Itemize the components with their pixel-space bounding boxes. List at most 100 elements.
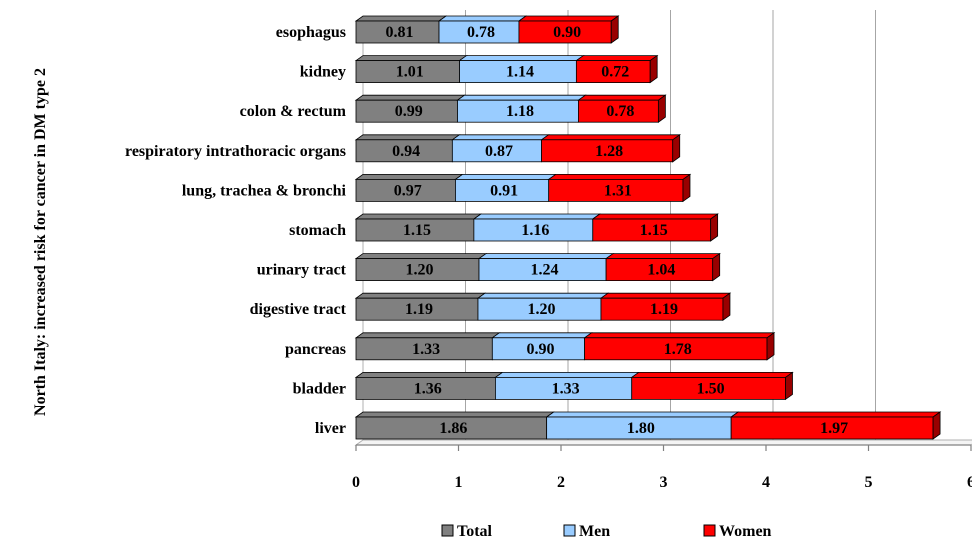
value-label-women-7: 1.19 [650,301,678,318]
bar-end-9 [785,371,793,401]
value-label-women-1: 0.72 [601,64,629,81]
bar-top-women-1 [575,55,659,61]
bar-top-men-3 [451,134,550,141]
value-label-men-5: 1.16 [521,222,549,239]
value-label-total-8: 1.33 [412,341,440,358]
category-label-6: urinary tract [257,262,347,279]
category-label-9: bladder [293,380,346,397]
x-tick-label-2: 2 [557,474,565,491]
bar-top-total-2 [354,94,466,101]
legend-item-men: Men [563,523,610,540]
bar-top-total-6 [354,253,488,260]
x-tick-label-1: 1 [455,474,463,491]
value-label-total-7: 1.19 [405,301,433,318]
value-label-total-9: 1.36 [414,380,442,397]
value-label-men-0: 0.78 [467,24,495,41]
bar-row-6 [354,252,721,282]
value-label-men-8: 0.90 [526,341,554,358]
value-label-men-9: 1.33 [552,380,580,397]
legend-swatch-women [703,524,716,537]
bar-end-3 [672,134,681,163]
value-label-women-9: 1.50 [697,380,725,397]
legend-swatch-men [563,524,576,537]
bar-row-1 [354,54,659,84]
value-label-women-6: 1.04 [647,262,675,279]
legend-label-women: Women [719,523,772,540]
value-label-men-7: 1.20 [527,301,555,318]
value-label-men-1: 1.14 [506,64,534,81]
bar-row-2 [354,94,667,123]
bar-top-total-5 [354,213,483,220]
bar-end-1 [649,54,658,84]
bar-row-0 [354,15,620,44]
bar-top-men-6 [477,253,615,260]
category-label-1: kidney [300,64,346,81]
legend-swatch-total [441,524,454,537]
category-label-7: digestive tract [250,301,347,318]
value-label-total-5: 1.15 [403,222,431,239]
category-label-10: liver [315,420,346,437]
value-label-total-3: 0.94 [392,143,420,160]
x-tick-label-5: 5 [865,474,873,491]
bar-top-women-2 [577,94,667,101]
bar-row-9 [354,371,794,401]
value-label-men-10: 1.80 [627,420,655,437]
value-label-total-0: 0.81 [386,24,414,41]
bar-end-8 [766,332,775,361]
bar-top-women-0 [517,15,620,22]
category-label-8: pancreas [285,341,346,358]
bar-end-6 [712,252,721,282]
chart-floor-plane [354,439,972,446]
bar-top-total-8 [354,332,501,339]
bar-top-total-7 [354,292,487,299]
bar-end-7 [722,292,731,321]
bar-top-men-4 [454,173,557,180]
bar-end-4 [682,173,691,203]
x-tick-label-0: 0 [352,474,360,491]
x-tick-label-3: 3 [660,474,668,491]
value-label-women-0: 0.90 [553,24,581,41]
bar-top-total-9 [354,371,504,378]
x-axis: 0 1 2 3 4 5 6 [352,444,972,491]
bar-row-4 [354,173,692,203]
value-label-women-5: 1.15 [640,222,668,239]
legend-item-women: Women [703,523,772,540]
legend: Total Men Women [441,523,772,540]
bar-end-0 [610,15,619,44]
value-label-men-3: 0.87 [485,143,513,160]
bar-top-men-0 [437,15,528,22]
value-label-total-2: 0.99 [395,103,423,120]
legend-label-total: Total [457,523,493,540]
bar-row-8 [354,332,776,361]
value-label-total-10: 1.86 [439,420,467,437]
value-label-men-6: 1.24 [531,262,559,279]
bar-top-total-10 [354,411,555,418]
bar-top-total-0 [354,15,448,22]
bar-row-5 [354,213,719,242]
value-label-women-3: 1.28 [595,143,623,160]
category-label-4: lung, trachea & bronchi [182,182,347,199]
y-axis-label: North Italy: increased risk for cancer i… [32,68,49,416]
bar-top-men-1 [458,55,585,61]
bar-top-women-4 [547,173,692,180]
value-label-total-1: 1.01 [396,64,424,81]
bar-row-7 [354,292,732,321]
bar-top-total-4 [354,173,464,180]
x-tick-label-4: 4 [762,474,770,491]
bar-top-women-6 [604,253,721,260]
value-label-women-2: 0.78 [606,103,634,120]
bar-top-men-8 [491,332,593,339]
bar-top-women-9 [630,371,794,378]
bar-top-women-3 [540,134,681,141]
bar-top-women-5 [591,213,719,220]
x-tick-label-6: 6 [967,474,972,491]
bars [354,15,942,440]
value-label-women-10: 1.97 [820,420,848,437]
value-label-total-6: 1.20 [406,262,434,279]
value-label-men-2: 1.18 [506,103,534,120]
bar-end-10 [932,411,941,440]
legend-item-total: Total [441,523,493,540]
bar-top-men-5 [472,213,602,220]
bar-top-total-1 [354,55,468,61]
